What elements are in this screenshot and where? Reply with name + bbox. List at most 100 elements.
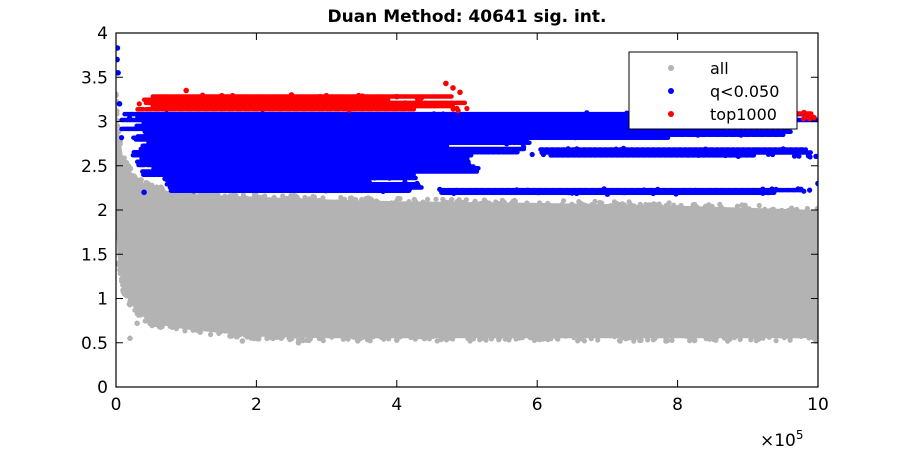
data-point xyxy=(478,200,484,206)
data-point xyxy=(730,150,736,156)
data-point xyxy=(613,146,619,152)
data-point xyxy=(139,117,145,123)
data-point xyxy=(158,143,164,150)
data-point xyxy=(377,158,383,164)
data-point xyxy=(464,105,470,112)
data-point xyxy=(302,136,308,142)
data-point xyxy=(143,313,149,319)
data-point xyxy=(367,180,373,186)
data-point xyxy=(502,336,508,342)
data-point xyxy=(760,190,766,196)
data-point xyxy=(709,203,715,209)
data-point xyxy=(164,111,170,117)
data-point xyxy=(650,337,656,343)
data-point xyxy=(418,135,424,141)
data-point xyxy=(215,192,221,198)
data-point xyxy=(544,332,550,338)
data-point xyxy=(244,334,250,340)
data-point xyxy=(770,151,776,158)
data-point xyxy=(358,187,364,194)
data-point xyxy=(312,135,318,142)
data-point xyxy=(773,186,779,192)
data-point xyxy=(497,203,503,209)
data-point xyxy=(721,335,728,341)
data-point xyxy=(611,204,617,210)
data-point xyxy=(195,194,202,200)
data-point xyxy=(300,338,306,344)
data-point xyxy=(810,114,816,120)
data-point xyxy=(430,332,436,338)
data-point xyxy=(559,201,565,208)
data-point xyxy=(578,189,584,195)
data-point xyxy=(618,331,624,337)
data-point xyxy=(525,187,531,193)
data-point xyxy=(368,197,375,203)
y-tick-label: 0 xyxy=(97,378,108,398)
data-point xyxy=(671,202,677,208)
data-point xyxy=(372,175,378,181)
data-point xyxy=(234,328,240,335)
data-point xyxy=(329,334,335,340)
data-point xyxy=(310,200,316,206)
data-point xyxy=(692,187,699,193)
data-point xyxy=(339,143,345,149)
data-point xyxy=(134,320,140,327)
data-point xyxy=(446,189,452,195)
x-tick-label: 8 xyxy=(672,395,683,415)
data-point xyxy=(259,111,266,117)
data-point xyxy=(116,70,121,76)
data-point xyxy=(437,186,443,192)
data-point xyxy=(448,167,454,173)
data-point xyxy=(152,321,158,327)
data-point xyxy=(268,335,274,341)
data-point xyxy=(280,334,286,340)
data-point xyxy=(178,166,184,172)
data-point xyxy=(415,150,421,156)
data-point xyxy=(414,334,420,340)
data-point xyxy=(766,334,772,340)
data-point xyxy=(309,104,315,110)
data-point xyxy=(603,332,609,338)
data-point xyxy=(565,146,571,152)
data-point xyxy=(302,332,308,338)
data-point xyxy=(197,113,203,119)
data-point xyxy=(643,201,649,208)
data-point xyxy=(295,340,302,346)
data-point xyxy=(470,164,476,170)
data-point xyxy=(682,206,688,212)
data-point xyxy=(773,338,779,344)
axis-ticks: 0 2 4 6 8 10 0 0.5 1 1.5 2 2.5 3 3.5 4 xyxy=(81,24,829,415)
data-point xyxy=(197,329,203,335)
data-point xyxy=(375,199,381,205)
data-point xyxy=(217,164,223,170)
data-point xyxy=(426,336,432,342)
data-point xyxy=(239,338,246,344)
data-point xyxy=(253,192,259,198)
legend-label: top1000 xyxy=(710,105,777,124)
data-point xyxy=(192,136,198,142)
data-point xyxy=(230,92,236,99)
data-point xyxy=(438,151,444,157)
data-point xyxy=(120,282,126,288)
data-point xyxy=(696,152,702,158)
data-point xyxy=(616,338,623,344)
data-point xyxy=(432,202,438,208)
data-point xyxy=(464,158,470,165)
data-point xyxy=(525,332,531,338)
data-point xyxy=(520,141,526,147)
data-point xyxy=(669,337,675,343)
data-point xyxy=(217,329,223,335)
data-point xyxy=(116,101,123,107)
data-point xyxy=(253,168,259,174)
data-point xyxy=(415,98,421,104)
data-point xyxy=(562,204,569,210)
data-point xyxy=(624,110,630,116)
data-point xyxy=(278,106,284,112)
data-point xyxy=(768,207,774,213)
data-point xyxy=(306,97,312,103)
data-point xyxy=(621,190,627,196)
data-point xyxy=(287,336,293,342)
data-point xyxy=(577,336,583,342)
y-tick-label: 1.5 xyxy=(81,245,108,265)
